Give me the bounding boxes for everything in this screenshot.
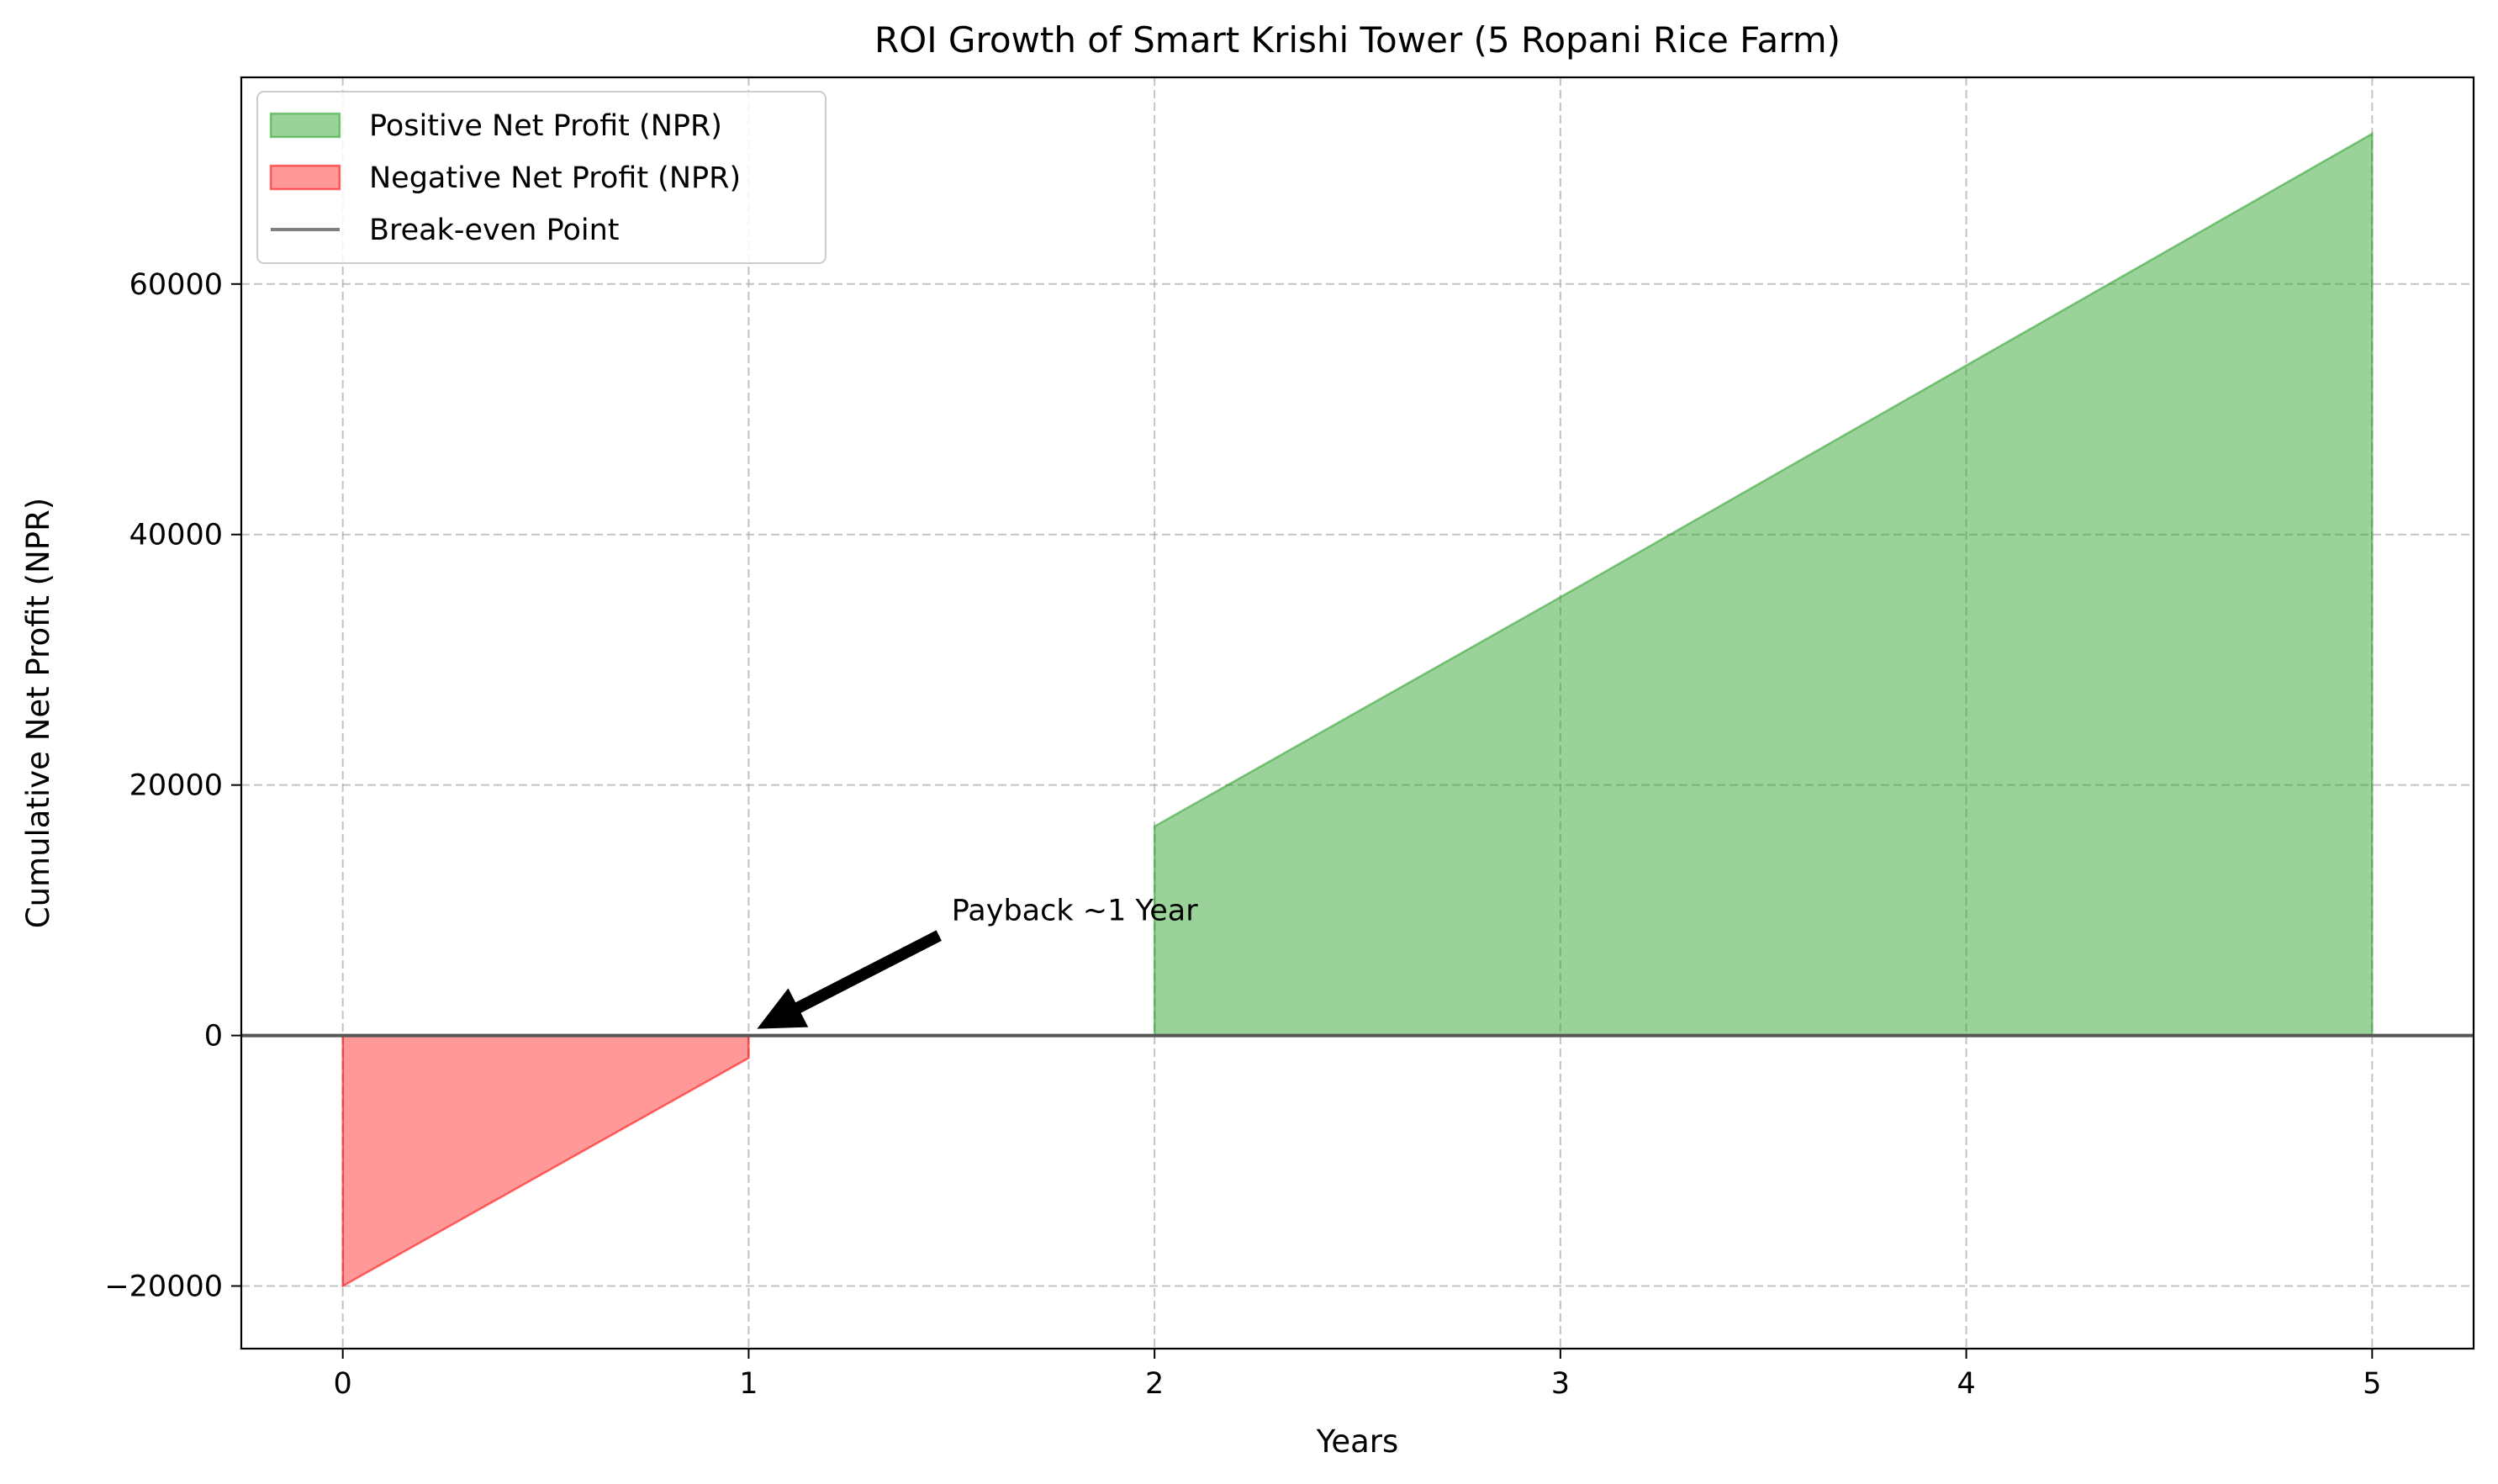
axis-ticks: 0 1 2 3 4 5 −20000 0 20000 40000 60000 xyxy=(104,268,2381,1401)
y-axis-label: Cumulative Net Profit (NPR) xyxy=(20,498,56,929)
plot-frame xyxy=(240,76,2475,1350)
x-tick-label: 1 xyxy=(739,1367,758,1401)
y-tick-label: 60000 xyxy=(129,268,223,302)
y-tick-label: 0 xyxy=(204,1020,223,1054)
x-axis-label: Years xyxy=(1316,1423,1399,1460)
x-tick-label: 5 xyxy=(2363,1367,2381,1401)
payback-arrow xyxy=(757,930,942,1029)
legend-swatch xyxy=(269,112,341,139)
legend-label: Negative Net Profit (NPR) xyxy=(369,161,741,195)
area-fills xyxy=(341,131,2374,1288)
y-tick-label: 40000 xyxy=(129,519,223,552)
legend-swatch xyxy=(269,164,341,191)
x-tick-label: 2 xyxy=(1145,1367,1164,1401)
x-tick-label: 0 xyxy=(334,1367,352,1401)
y-tick-label: −20000 xyxy=(104,1270,223,1304)
legend: Positive Net Profit (NPR) Negative Net Pr… xyxy=(256,91,827,264)
legend-label: Positive Net Profit (NPR) xyxy=(369,109,722,143)
x-tick-label: 4 xyxy=(1957,1367,1975,1401)
legend-label: Break-even Point xyxy=(369,214,620,247)
payback-annotation-text: Payback ~1 Year xyxy=(952,895,1198,928)
y-tick-label: 20000 xyxy=(129,769,223,803)
legend-box xyxy=(256,91,827,264)
annotation: Payback ~1 Year xyxy=(757,895,1198,1029)
x-tick-label: 3 xyxy=(1551,1367,1570,1401)
chart-title: ROI Growth of Smart Krishi Tower (5 Ropa… xyxy=(874,19,1840,61)
